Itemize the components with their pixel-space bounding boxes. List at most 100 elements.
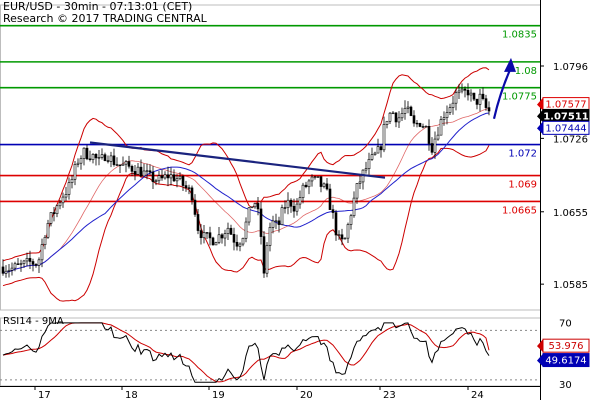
candle: [52, 207, 56, 222]
candle-body: [193, 199, 197, 215]
candle-body: [208, 232, 212, 239]
candle: [196, 208, 200, 235]
candle-body: [148, 170, 152, 173]
candle-body: [22, 260, 26, 264]
candle: [481, 87, 485, 101]
candle-body: [76, 162, 80, 165]
candle: [403, 100, 407, 120]
candle-body: [433, 138, 437, 153]
candle-body: [439, 119, 443, 136]
candle-body: [304, 184, 308, 188]
candle-body: [163, 174, 167, 179]
candle: [478, 88, 482, 112]
candle: [394, 112, 398, 128]
moving-average-line: [2, 112, 490, 274]
candle: [367, 152, 371, 175]
candle-body: [199, 230, 203, 239]
candle-body: [136, 166, 140, 175]
candle: [379, 144, 383, 158]
candle-body: [121, 163, 125, 166]
candle: [31, 258, 35, 272]
candle-body: [181, 175, 185, 186]
price-badge-1-07444: 1.07444: [545, 123, 586, 134]
candle-body: [160, 175, 164, 179]
candle-body: [352, 197, 356, 217]
candle: [250, 206, 254, 209]
candle: [271, 215, 275, 234]
price-axis-label-1-0726: 1.0726: [553, 134, 588, 145]
candle: [70, 175, 74, 189]
candle-body: [406, 106, 410, 109]
candle-body: [58, 202, 62, 207]
candle: [298, 190, 302, 209]
candle: [58, 199, 62, 210]
candle-body: [253, 203, 257, 208]
candle: [364, 161, 368, 174]
candle: [454, 88, 458, 111]
candle-body: [487, 107, 491, 112]
price-axis-label-1-0585: 1.0585: [553, 280, 588, 291]
candle: [469, 89, 473, 102]
candle: [172, 169, 176, 182]
rsi-badge-49-6174: 49.6174: [545, 356, 586, 367]
candle-body: [226, 227, 230, 234]
candle-body: [343, 237, 347, 240]
candle-body: [376, 146, 380, 154]
candle-body: [166, 174, 170, 179]
candle: [313, 175, 317, 180]
candle: [322, 182, 326, 189]
candle: [343, 237, 347, 240]
candle: [97, 150, 101, 166]
candle-body: [451, 102, 455, 108]
candle-body: [214, 242, 218, 246]
candle: [448, 103, 452, 116]
candle-body: [274, 220, 278, 222]
candle-body: [103, 154, 107, 161]
candle: [337, 230, 341, 240]
candle-body: [67, 182, 71, 195]
candle: [91, 153, 95, 164]
candle: [208, 226, 212, 246]
candle-body: [358, 181, 362, 184]
candle-body: [259, 208, 263, 237]
candlestick-series: [1, 83, 491, 278]
candle-body: [448, 107, 452, 113]
candle: [436, 126, 440, 141]
level-label-1-08: 1.08: [515, 66, 537, 77]
candle-body: [391, 112, 395, 115]
candle: [415, 119, 419, 128]
candle-body: [388, 112, 392, 122]
candle-body: [400, 113, 404, 119]
candle-body: [316, 176, 320, 178]
candle: [328, 183, 332, 210]
candle: [28, 250, 32, 269]
candle: [25, 252, 29, 267]
candle-body: [202, 232, 206, 239]
candle-body: [31, 261, 35, 265]
candle-body: [187, 187, 191, 189]
time-axis-label-19: 19: [212, 390, 225, 400]
price-badge-pointer: [537, 109, 543, 123]
candle: [64, 186, 68, 201]
candle: [19, 259, 23, 272]
candle-body: [142, 170, 146, 177]
candle-body: [427, 125, 431, 144]
candle: [85, 144, 89, 161]
candle-body: [223, 233, 227, 239]
candle: [412, 110, 416, 127]
candle-body: [217, 234, 221, 243]
candle-body: [118, 164, 122, 166]
candle: [220, 233, 224, 244]
level-label-1-0835: 1.0835: [502, 30, 537, 41]
candle: [82, 147, 86, 166]
candle-body: [301, 184, 305, 198]
candle: [256, 196, 260, 216]
candle: [4, 265, 8, 278]
candle: [118, 164, 122, 173]
candle: [211, 236, 215, 246]
candle: [214, 241, 218, 246]
candle: [223, 229, 227, 247]
rsi-badge-pointer: [537, 353, 543, 367]
candle: [316, 176, 320, 178]
candle-body: [229, 227, 233, 235]
